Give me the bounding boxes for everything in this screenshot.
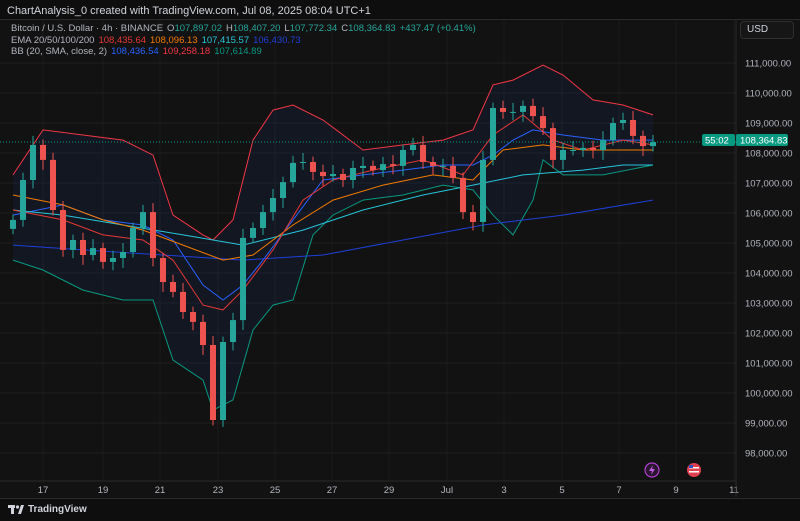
tradingview-logo[interactable]: TradingView — [8, 504, 87, 515]
chart-legend: Bitcoin / U.S. Dollar · 4h · BINANCE O107… — [11, 23, 480, 58]
ema50-value: 108,096.13 — [150, 34, 198, 46]
high-label: H — [225, 23, 233, 34]
footer-brand: TradingView — [28, 504, 87, 515]
bb-label[interactable]: BB (20, SMA, close, 2) — [11, 46, 108, 57]
symbol-row: Bitcoin / U.S. Dollar · 4h · BINANCE O107… — [11, 23, 480, 35]
low-value: 107,772.34 — [289, 23, 338, 34]
chart-caption: ChartAnalysis_0 created with TradingView… — [7, 5, 371, 17]
ema-row: EMA 20/50/100/200 108,435.64 108,096.13 107… — [11, 35, 480, 47]
ema-label[interactable]: EMA 20/50/100/200 — [11, 34, 95, 46]
tradingview-logo-icon — [8, 505, 24, 514]
close-value: 108,364.83 — [348, 23, 396, 34]
open-value: 107,897.02 — [174, 23, 222, 34]
bb-basis-value: 108,436.54 — [111, 46, 159, 57]
change-value: +437.47 (+0.41%) — [399, 23, 476, 34]
chart-panel[interactable] — [0, 19, 800, 499]
symbol-title[interactable]: Bitcoin / U.S. Dollar · 4h · BINANCE — [11, 23, 164, 34]
close-label: C — [341, 23, 349, 34]
currency-button[interactable]: USD — [740, 21, 794, 39]
bb-lower-value: 107,614.89 — [214, 46, 262, 57]
ema200-value: 106,430.73 — [253, 34, 301, 46]
ema100-value: 107,415.57 — [201, 34, 250, 46]
open-label: O — [167, 23, 175, 34]
ema20-value: 108,435.64 — [98, 34, 147, 46]
bb-upper-value: 109,258.18 — [162, 46, 211, 57]
high-value: 108,407.20 — [232, 23, 281, 34]
low-label: L — [284, 23, 290, 34]
bb-row: BB (20, SMA, close, 2) 108,436.54 109,258.… — [11, 46, 480, 58]
